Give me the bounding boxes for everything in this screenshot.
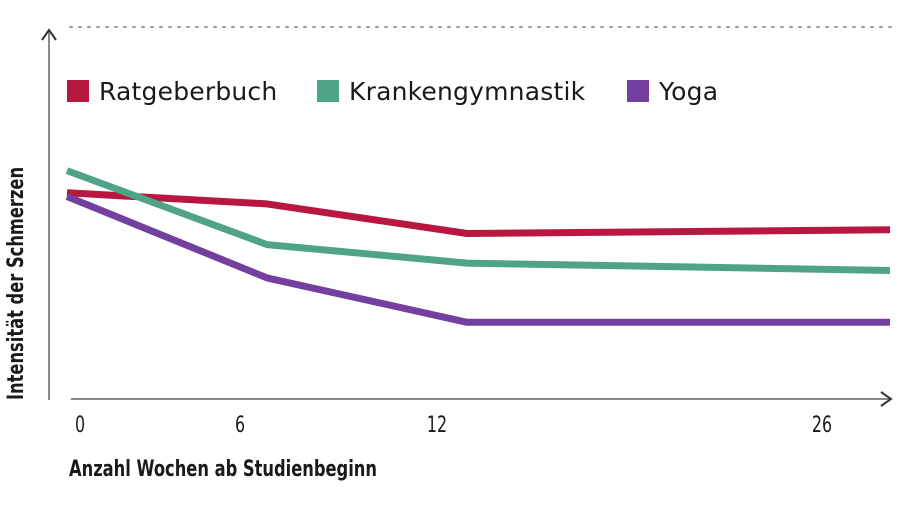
x-tick-12: 12 <box>426 413 448 438</box>
legend-item-ratgeberbuch: Ratgeberbuch <box>67 74 277 108</box>
legend-label: Yoga <box>659 76 719 106</box>
legend-item-yoga: Yoga <box>627 74 718 108</box>
series-line-yoga <box>65 193 890 326</box>
y-axis-label: Intensität der Schmerzen <box>4 166 29 400</box>
legend-swatch-krankengymnastik <box>317 80 339 102</box>
legend-swatch-ratgeberbuch <box>67 80 89 102</box>
y-axis-arrow-icon <box>41 28 57 41</box>
legend-label: Krankengymnastik <box>349 76 586 106</box>
x-axis-label: Anzahl Wochen ab Studienbeginn <box>69 457 377 482</box>
series-lines <box>65 167 891 326</box>
series-line-ratgeberbuch <box>66 189 891 237</box>
series-line-krankengymnastik <box>65 167 891 274</box>
x-tick-6: 6 <box>234 413 246 438</box>
x-tick-0: 0 <box>74 413 86 438</box>
legend-swatch-yoga <box>627 80 649 102</box>
x-axis-arrow-icon <box>880 391 893 407</box>
x-tick-26: 26 <box>811 413 833 438</box>
legend-item-krankengymnastik: Krankengymnastik <box>317 74 585 108</box>
legend-label: Ratgeberbuch <box>99 76 278 106</box>
legend: Ratgeberbuch Krankengymnastik Yoga <box>0 74 900 108</box>
